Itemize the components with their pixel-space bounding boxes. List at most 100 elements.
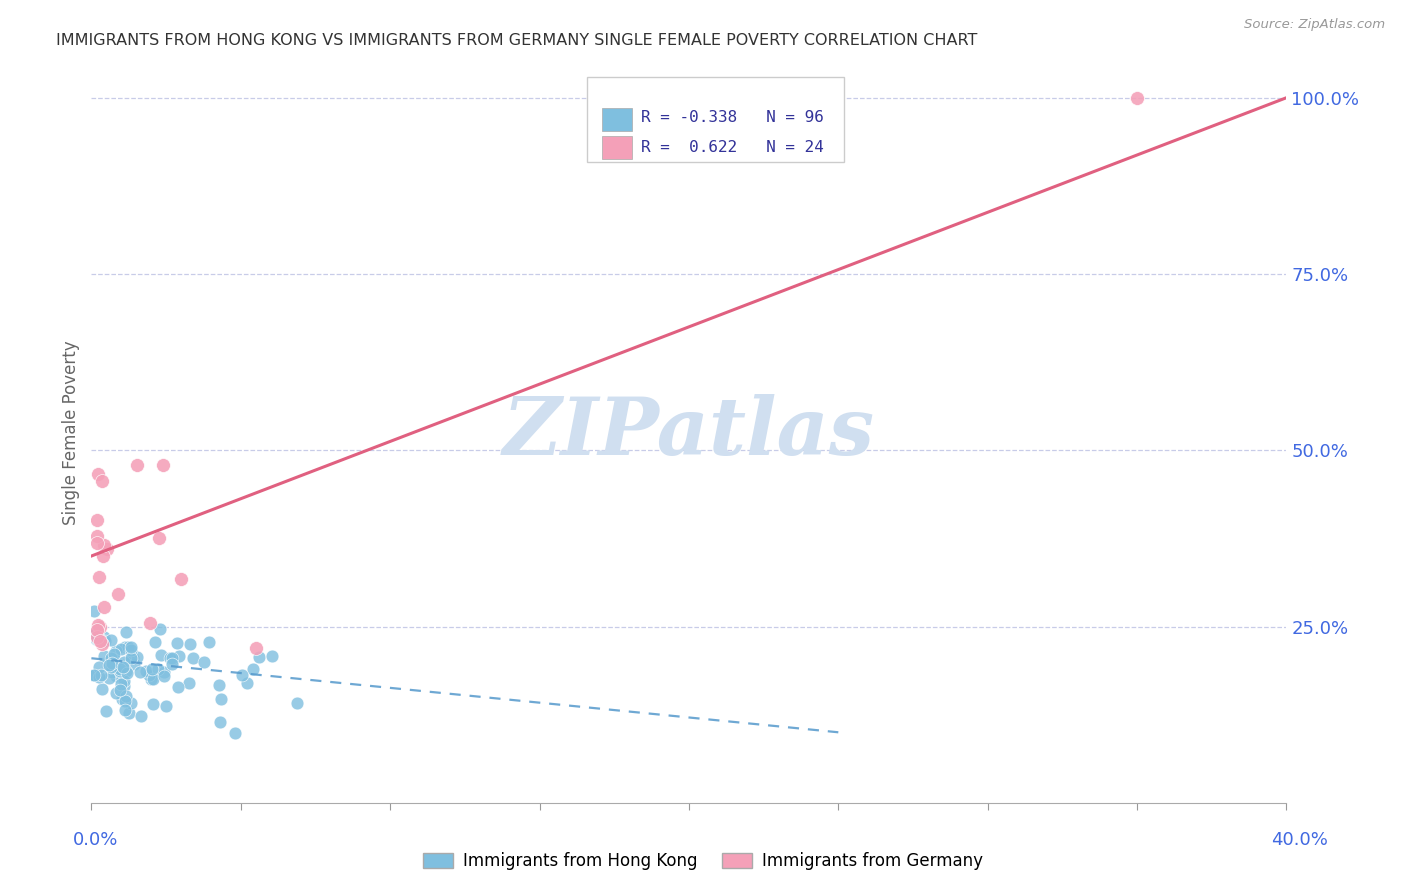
Point xyxy=(114,703,136,717)
Point xyxy=(93,630,115,644)
Point xyxy=(247,650,270,665)
Point xyxy=(83,668,105,682)
Point xyxy=(84,632,107,646)
Point xyxy=(115,664,138,678)
Point xyxy=(89,570,111,584)
Point xyxy=(139,615,162,630)
Point xyxy=(118,653,141,667)
Point xyxy=(114,655,136,669)
Point xyxy=(162,652,184,666)
Text: 0.0%: 0.0% xyxy=(73,831,118,849)
Point xyxy=(96,542,118,557)
Point xyxy=(103,647,125,661)
Point xyxy=(97,657,120,672)
Point xyxy=(139,672,162,686)
Point xyxy=(94,633,117,648)
Y-axis label: Single Female Poverty: Single Female Poverty xyxy=(62,341,80,524)
Text: IMMIGRANTS FROM HONG KONG VS IMMIGRANTS FROM GERMANY SINGLE FEMALE POVERTY CORRE: IMMIGRANTS FROM HONG KONG VS IMMIGRANTS … xyxy=(56,33,977,47)
Point xyxy=(84,625,107,640)
Point xyxy=(120,696,142,710)
Point xyxy=(90,667,112,681)
Point xyxy=(167,649,190,664)
Text: ZIPatlas: ZIPatlas xyxy=(503,394,875,471)
Point xyxy=(105,643,128,657)
Text: Source: ZipAtlas.com: Source: ZipAtlas.com xyxy=(1244,19,1385,31)
Point xyxy=(86,535,108,549)
Point xyxy=(97,654,120,668)
Point xyxy=(149,648,172,662)
Point xyxy=(149,622,172,636)
Point xyxy=(112,660,135,674)
Point xyxy=(83,667,105,681)
Point xyxy=(87,467,110,482)
Point xyxy=(112,673,135,688)
Point xyxy=(122,657,145,672)
Point xyxy=(138,667,160,681)
Point xyxy=(91,475,114,489)
Point xyxy=(145,635,167,649)
Point xyxy=(179,637,201,651)
Point xyxy=(93,538,115,552)
Point xyxy=(114,640,136,654)
Point xyxy=(112,679,135,693)
Point xyxy=(166,636,188,650)
Point xyxy=(242,662,264,676)
Point xyxy=(110,677,132,691)
Point xyxy=(101,657,124,671)
Point xyxy=(87,618,110,632)
Point xyxy=(224,726,246,740)
Point xyxy=(153,665,176,679)
Point xyxy=(208,678,231,692)
Point xyxy=(127,649,149,664)
Point xyxy=(104,686,127,700)
Point xyxy=(83,668,105,682)
Point xyxy=(83,604,105,618)
Point xyxy=(111,691,134,706)
Point xyxy=(93,600,115,615)
Point xyxy=(93,649,115,664)
Text: R =  0.622   N = 24: R = 0.622 N = 24 xyxy=(641,140,824,155)
Point xyxy=(153,669,176,683)
Point xyxy=(89,633,111,648)
Point xyxy=(170,572,193,586)
Point xyxy=(100,665,122,679)
Point xyxy=(87,670,110,684)
Point xyxy=(98,650,121,665)
Point xyxy=(141,698,163,712)
Point xyxy=(231,668,253,682)
Point xyxy=(155,698,177,713)
Point xyxy=(86,513,108,527)
Point xyxy=(108,665,131,679)
Point xyxy=(209,714,232,729)
Point xyxy=(100,660,122,674)
Point xyxy=(181,651,204,665)
Point xyxy=(91,681,114,696)
Point xyxy=(114,694,136,708)
Point xyxy=(94,704,117,718)
Point xyxy=(110,662,132,676)
Point xyxy=(84,627,107,641)
Point xyxy=(285,696,308,710)
Point xyxy=(120,650,142,665)
Point xyxy=(107,587,129,601)
Point xyxy=(245,640,267,655)
FancyBboxPatch shape xyxy=(588,78,844,162)
Point xyxy=(1126,91,1149,105)
FancyBboxPatch shape xyxy=(602,108,631,131)
Point xyxy=(114,689,136,703)
FancyBboxPatch shape xyxy=(602,136,631,159)
Point xyxy=(89,620,111,634)
Point xyxy=(209,691,232,706)
Point xyxy=(159,651,181,665)
Point xyxy=(90,637,112,651)
Point xyxy=(125,458,148,472)
Text: R = -0.338   N = 96: R = -0.338 N = 96 xyxy=(641,110,824,125)
Point xyxy=(152,458,174,472)
Point xyxy=(110,642,132,657)
Point xyxy=(87,631,110,645)
Point xyxy=(128,665,150,679)
Legend: Immigrants from Hong Kong, Immigrants from Germany: Immigrants from Hong Kong, Immigrants fr… xyxy=(416,846,990,877)
Point xyxy=(197,635,219,649)
Point xyxy=(110,683,132,698)
Point xyxy=(86,632,108,646)
